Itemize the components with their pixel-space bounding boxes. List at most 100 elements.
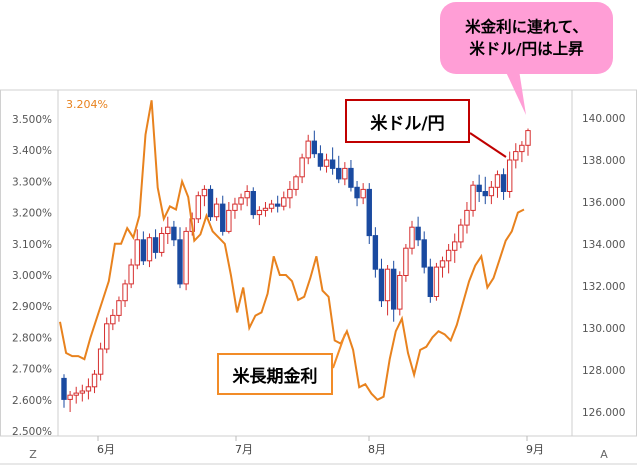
candle-body: [409, 226, 415, 249]
candle-body: [439, 260, 446, 268]
candle-body: [519, 144, 525, 153]
candle-body: [268, 203, 275, 209]
candle-body: [384, 268, 391, 302]
candle-body: [348, 167, 354, 188]
candle-body: [500, 174, 507, 192]
candle-body: [232, 203, 238, 211]
candle-body: [513, 151, 519, 161]
candle-body: [323, 159, 330, 167]
last-yield-label: 3.204%: [66, 98, 108, 111]
candle-body: [342, 167, 348, 180]
x-tick-label: 8月: [368, 443, 386, 456]
candle-body: [433, 266, 440, 298]
candle-body: [146, 237, 153, 262]
candle-body: [183, 230, 189, 285]
candle-body: [311, 140, 318, 155]
candle-body: [470, 184, 476, 211]
candle-body: [256, 209, 263, 216]
candle-body: [207, 188, 214, 218]
candle-body: [122, 283, 128, 302]
left-tick-label: 2.700%: [12, 364, 52, 376]
candle-body: [452, 241, 458, 251]
candle-body: [152, 237, 159, 253]
candle-body: [274, 203, 281, 207]
candle-body: [458, 224, 464, 243]
left-tick-label: 3.300%: [12, 176, 52, 188]
left-axis-ticks: 3.500% 3.400% 3.300% 3.200% 3.100% 3.000% 2.90…: [12, 114, 52, 438]
left-tick-label: 3.100%: [12, 239, 52, 251]
candle-body: [305, 140, 311, 159]
candle-body: [67, 394, 73, 400]
candle-body: [329, 159, 336, 169]
candle-body: [134, 239, 140, 266]
candle-body: [226, 209, 232, 232]
candle-body: [177, 239, 183, 285]
candle-body: [85, 386, 92, 392]
candle-body: [61, 377, 67, 400]
yield-line: [59, 100, 525, 402]
yield-series-line: [59, 100, 525, 402]
x-tick-label: 7月: [235, 443, 253, 456]
candle-body: [378, 268, 385, 302]
candle-body: [299, 157, 305, 178]
candle-body: [293, 176, 299, 190]
yield-pointer: [332, 333, 346, 369]
candle-body: [110, 314, 116, 325]
candle-body: [403, 247, 409, 276]
left-tick-label: 2.600%: [12, 395, 52, 407]
candle-body: [104, 323, 110, 350]
candle-body: [262, 207, 269, 211]
chart-frame: [0, 89, 637, 465]
bubble-line-2: 米ドル/円は上昇: [469, 40, 584, 58]
candle-body: [79, 390, 86, 394]
candle-body: [281, 197, 287, 207]
x-tick-label: 6月: [97, 443, 115, 456]
candle-body: [494, 174, 501, 188]
candle-body: [213, 203, 220, 218]
candle-body: [372, 235, 379, 270]
candle-body: [445, 249, 452, 262]
candle-body: [128, 264, 134, 285]
candle-body: [415, 226, 421, 241]
candle-body: [158, 233, 165, 253]
zoom-toggle-button[interactable]: Z: [29, 447, 37, 461]
candle-body: [201, 188, 208, 197]
candle-body: [317, 153, 324, 167]
candle-body: [238, 197, 244, 205]
candle-body: [244, 191, 250, 199]
bubble-tail: [505, 70, 526, 115]
candle-body: [390, 268, 397, 310]
candle-body: [525, 130, 531, 146]
candle-body: [140, 239, 147, 262]
right-tick-label: 132.000: [582, 281, 625, 293]
annotation-pointers: [332, 70, 526, 369]
candle-body: [427, 266, 434, 298]
usdjpy-pointer: [469, 132, 507, 158]
left-tick-label: 3.500%: [12, 114, 52, 126]
candle-body: [360, 188, 366, 199]
bubble-line-1: 米金利に連れて、: [465, 17, 588, 36]
candle-body: [488, 186, 495, 197]
candle-body: [464, 209, 470, 226]
candle-body: [171, 226, 177, 241]
left-tick-label: 2.800%: [12, 332, 52, 344]
candle-body: [97, 348, 104, 375]
candle-body: [220, 203, 226, 232]
candle-body: [421, 239, 427, 268]
candle-body: [165, 226, 171, 234]
candle-body: [250, 191, 256, 216]
usdjpy-callout: 米ドル/円: [345, 99, 470, 143]
right-tick-label: 134.000: [582, 239, 625, 251]
right-tick-label: 128.000: [582, 365, 625, 377]
left-tick-label: 2.500%: [12, 426, 52, 438]
candle-body: [287, 188, 293, 199]
x-axis-ticks: 6月 7月 8月 9月: [97, 436, 544, 456]
candle-body: [506, 159, 513, 192]
candle-body: [397, 275, 403, 310]
left-tick-label: 2.900%: [12, 301, 52, 313]
auto-scale-button[interactable]: A: [600, 447, 608, 461]
comment-bubble: 米金利に連れて、 米ドル/円は上昇: [440, 2, 613, 74]
left-tick-label: 3.400%: [12, 145, 52, 157]
candle-body: [91, 373, 98, 388]
